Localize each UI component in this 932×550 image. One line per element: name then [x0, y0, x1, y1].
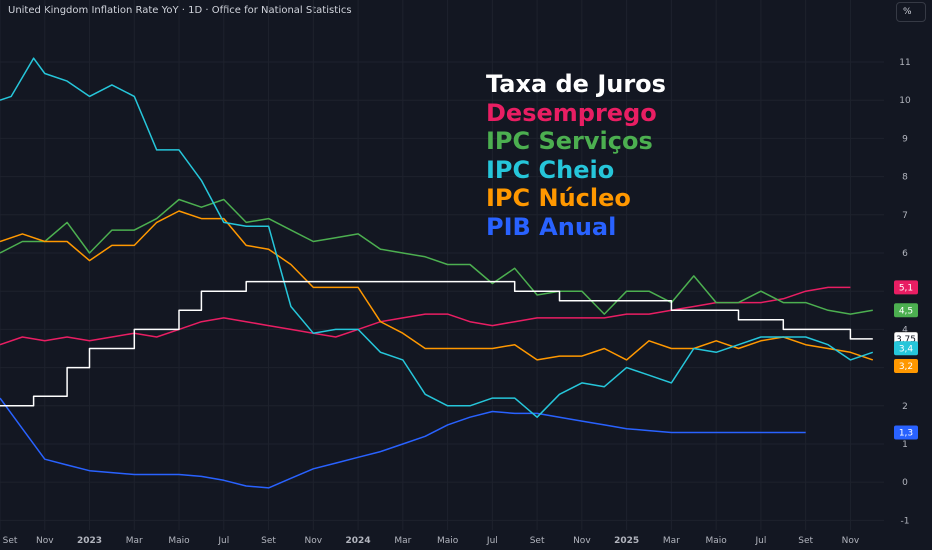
- y-tick-label: 1: [902, 440, 908, 450]
- last-value-badge: [894, 358, 918, 373]
- x-tick-label: Mar: [126, 536, 143, 546]
- x-axis: Set Nov 2023 Mar Maio Jul Set Nov 2024 Mar Maio Jul…: [3, 536, 860, 546]
- x-tick-label: Set: [798, 536, 813, 546]
- series-line-desemprego: [0, 286, 851, 346]
- series-line-ipc-cheio: [0, 57, 874, 418]
- y-tick-label: 7: [902, 211, 908, 221]
- y-tick-label: 10: [899, 96, 911, 106]
- legend-item: Taxa de Juros: [486, 70, 666, 98]
- last-value-badge: [894, 341, 918, 356]
- legend-item: Desemprego: [486, 98, 657, 127]
- last-value-label: 3,4: [899, 344, 914, 354]
- x-tick-label: Nov: [842, 536, 860, 546]
- x-tick-label: Set: [261, 536, 276, 546]
- x-tick-label: Maio: [168, 536, 190, 546]
- grid: [0, 0, 884, 530]
- last-value-label: 4,5: [899, 306, 913, 316]
- legend-item: IPC Serviços: [486, 127, 653, 155]
- y-tick-label: 0: [902, 478, 908, 488]
- legend: Taxa de Juros Desemprego IPC Serviços IP…: [486, 70, 666, 241]
- x-tick-label: Maio: [706, 536, 728, 546]
- legend-item: IPC Núcleo: [486, 184, 631, 212]
- last-value-badge: [894, 280, 918, 295]
- series-line-pib-anual: [0, 397, 806, 489]
- y-tick-label: 8: [902, 173, 908, 183]
- percent-scale-button[interactable]: %: [896, 2, 926, 22]
- last-value-label: 3,2: [899, 362, 913, 372]
- series-lines: [0, 57, 874, 489]
- x-tick-label: Jul: [754, 536, 766, 546]
- y-tick-label: 9: [902, 134, 908, 144]
- last-value-label: 3,75: [896, 335, 916, 345]
- series-line-taxa-de-juros: [0, 280, 873, 407]
- y-tick-label: 6: [902, 249, 908, 259]
- legend-item: PIB Anual: [486, 212, 617, 241]
- last-value-badges: 3,75 5,1 4,5 3,4 3,2 1,3: [893, 280, 919, 440]
- x-tick-label: 2024: [346, 536, 371, 546]
- x-tick-label: Jul: [486, 536, 498, 546]
- series-line-ipc-servi-os: [0, 198, 873, 315]
- x-tick-label: Nov: [573, 536, 591, 546]
- y-tick-label: 2: [902, 402, 908, 412]
- legend-item: IPC Cheio: [486, 155, 615, 184]
- x-tick-label: Set: [3, 536, 18, 546]
- last-value-label: 1,3: [899, 429, 913, 439]
- x-tick-label: Jul: [217, 536, 229, 546]
- x-tick-label: Mar: [394, 536, 411, 546]
- y-tick-label: 11: [899, 58, 910, 68]
- x-tick-label: 2023: [77, 536, 102, 546]
- x-tick-label: Maio: [437, 536, 459, 546]
- last-value-label: 5,1: [899, 283, 913, 293]
- x-tick-label: Nov: [36, 536, 54, 546]
- x-tick-label: Nov: [305, 536, 323, 546]
- series-line-ipc-n-cleo: [0, 210, 874, 361]
- chart-title: United Kingdom Inflation Rate YoY · 1D ·…: [8, 5, 352, 16]
- y-tick-label: 4: [902, 325, 908, 335]
- last-value-badge: [894, 425, 918, 440]
- y-tick-label: -1: [901, 516, 910, 526]
- x-tick-label: 2025: [614, 536, 639, 546]
- x-tick-label: Mar: [663, 536, 680, 546]
- last-value-badge: [894, 303, 918, 318]
- x-tick-label: Set: [530, 536, 545, 546]
